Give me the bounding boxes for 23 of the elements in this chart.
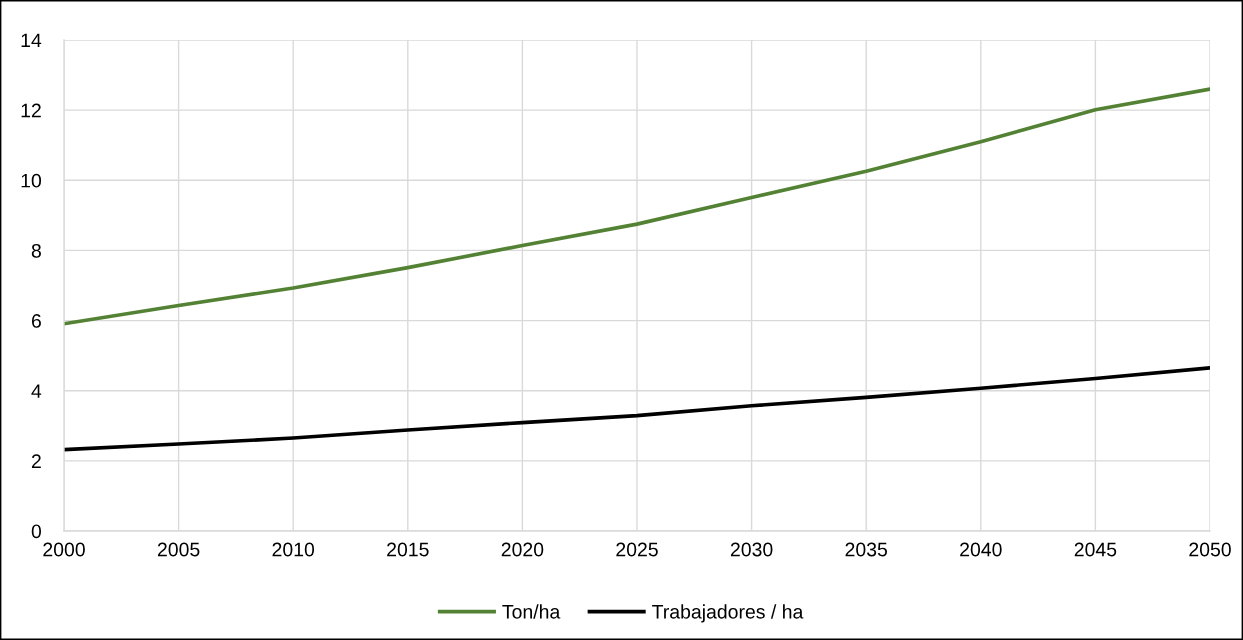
y-tick-label: 10 bbox=[21, 173, 42, 188]
x-tick-label: 2010 bbox=[272, 542, 315, 557]
x-tick-label: 2025 bbox=[616, 542, 658, 557]
y-tick-label: 14 bbox=[21, 33, 42, 48]
y-tick-label: 2 bbox=[31, 454, 41, 468]
x-tick-label: 2035 bbox=[845, 542, 888, 557]
legend-label: Trabajadores / ha bbox=[652, 604, 804, 623]
y-tick-label: 0 bbox=[31, 524, 42, 539]
y-tick-label: 8 bbox=[31, 243, 41, 258]
legend-label: Ton/ha bbox=[502, 604, 561, 619]
line-series bbox=[64, 366, 1210, 452]
x-tick-label: 2040 bbox=[960, 542, 1002, 557]
x-tick-label: 2000 bbox=[43, 542, 85, 557]
x-tick-label: 2015 bbox=[387, 542, 429, 557]
line-series bbox=[64, 87, 1210, 326]
y-tick-label: 12 bbox=[21, 103, 41, 118]
x-tick-label: 2050 bbox=[1189, 542, 1231, 557]
x-tick-label: 2045 bbox=[1074, 542, 1117, 557]
y-tick-label: 4 bbox=[31, 384, 42, 398]
x-tick-label: 2005 bbox=[157, 542, 200, 557]
y-tick-label: 6 bbox=[31, 314, 41, 328]
x-tick-label: 2030 bbox=[730, 542, 773, 557]
x-tick-label: 2020 bbox=[501, 542, 544, 557]
